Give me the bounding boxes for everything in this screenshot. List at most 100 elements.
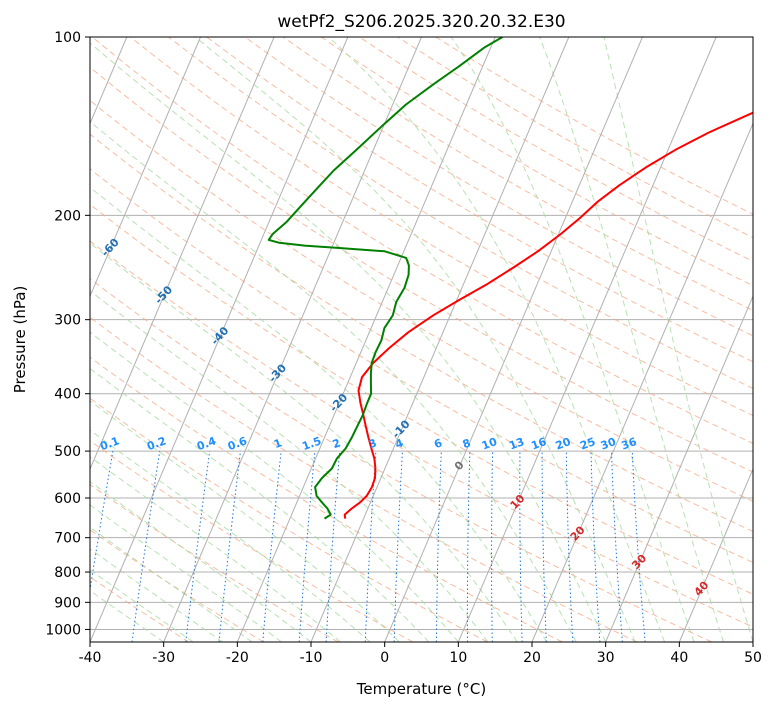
series-layer	[267, 37, 753, 520]
moist-adiabat	[90, 548, 223, 642]
dry-adiabat	[90, 203, 753, 595]
moist-adiabat	[328, 37, 666, 642]
mixing-ratio-label: 10	[480, 435, 499, 453]
isotherm-label: -20	[327, 391, 350, 415]
mixing-ratio-label: 30	[599, 435, 618, 453]
isotherm-label: 0	[452, 458, 467, 473]
dewpoint-line	[267, 37, 503, 520]
y-tick-label: 100	[54, 30, 81, 46]
mixing-ratio-label: 0.1	[98, 434, 121, 453]
y-tick-label: 800	[54, 565, 81, 581]
isotherm-label: 10	[508, 492, 528, 512]
plot-frame	[89, 36, 754, 643]
isotherm-label: 30	[629, 552, 649, 572]
x-tick-label: -40	[79, 650, 102, 666]
mixing-ratio-line	[90, 451, 114, 593]
mixing-lines	[90, 451, 646, 642]
dry-adiabat	[435, 37, 753, 215]
moist-adiabat	[450, 37, 695, 642]
y-tick-label: 200	[54, 208, 81, 224]
y-tick-label: 300	[54, 313, 81, 329]
x-tick-label: 10	[449, 650, 467, 666]
axis-layer: -40 -30 -20 -10 0 10 20 30 40 5010020030040050060…	[45, 30, 762, 666]
mixing-ratio-label: 1.5	[300, 434, 323, 453]
y-tick-label: 500	[54, 444, 81, 460]
isotherm-line	[384, 37, 643, 642]
moist-adiabat	[90, 290, 489, 642]
moist-adiabat	[90, 429, 371, 642]
isotherm-line	[90, 37, 349, 642]
isotherm-label: 20	[568, 523, 588, 543]
moist-adiabat	[90, 589, 164, 642]
grid-layer	[90, 36, 753, 630]
mixing-ratio-line	[218, 451, 241, 642]
mixing-ratio-line	[185, 451, 211, 642]
moist-adiabat	[90, 186, 548, 642]
y-tick-label: 1000	[45, 622, 81, 638]
moist-adiabat	[90, 400, 400, 642]
isotherm-label: -50	[152, 283, 175, 307]
isotherm-label: -10	[390, 417, 413, 441]
isotherm-line	[531, 122, 753, 642]
dry-adiabats	[90, 37, 753, 642]
moist-adiabat	[603, 37, 753, 642]
y-tick-label: 600	[54, 491, 81, 507]
mixing-ratio-line	[262, 451, 282, 642]
isotherm-label: 40	[692, 579, 712, 599]
x-tick-label: 50	[744, 650, 762, 666]
mixing-ratio-line	[131, 451, 161, 642]
moist-adiabat	[90, 504, 282, 642]
mixing-ratio-line	[631, 451, 646, 642]
mixing-ratio-label: 16	[529, 435, 548, 453]
dry-adiabat	[130, 37, 753, 417]
mixing-ratio-label: 8	[461, 436, 473, 451]
mixing-ratio-line	[466, 451, 471, 642]
mixing-ratio-label: 36	[620, 435, 639, 453]
mixing-ratio-label: 4	[393, 436, 405, 451]
x-tick-label: 30	[597, 650, 615, 666]
dry-adiabat	[90, 278, 712, 642]
isotherm-label: -40	[208, 324, 231, 348]
dry-adiabat	[90, 356, 563, 642]
dry-adiabat	[90, 133, 753, 533]
temperature-line	[343, 111, 753, 519]
label-layer: 0.1 0.2 0.4 0.6 1 1.5 2 3 4 6 8 10 13 16 20 25 30 36-60-5…	[98, 236, 711, 599]
y-tick-label: 700	[54, 531, 81, 547]
x-axis-label: Temperature (°C)	[356, 680, 486, 698]
mixing-ratio-label: 13	[507, 435, 526, 452]
mixing-ratio-label: 2	[331, 436, 343, 451]
isotherm-line	[605, 295, 753, 642]
moist-adiabat	[90, 120, 577, 642]
mixing-ratio-line	[519, 451, 523, 642]
dry-adiabat	[90, 529, 264, 642]
moist-adiabats	[90, 37, 753, 642]
y-axis-label: Pressure (hPa)	[11, 286, 29, 394]
mixing-ratio-label: 6	[432, 436, 444, 451]
isotherms	[90, 37, 753, 642]
isotherm-label: -30	[266, 361, 289, 385]
x-tick-label: 0	[380, 650, 389, 666]
moist-adiabat	[90, 331, 459, 642]
dry-adiabat	[244, 37, 753, 337]
x-tick-label: -10	[300, 650, 323, 666]
dry-adiabat	[90, 483, 339, 642]
x-tick-label: 40	[670, 650, 688, 666]
dry-adiabat	[168, 37, 753, 389]
moist-adiabat	[90, 569, 194, 642]
moist-adiabat	[90, 242, 518, 642]
isotherm-line	[752, 640, 753, 642]
mixing-ratio-line	[565, 451, 574, 642]
dry-adiabat	[90, 397, 488, 642]
mixing-ratio-line	[298, 451, 316, 642]
isotherm-line	[310, 37, 570, 642]
mixing-ratio-line	[611, 451, 623, 642]
isotherm-line	[163, 37, 422, 642]
dry-adiabat	[282, 37, 753, 312]
isotherm-line	[236, 37, 496, 642]
dry-adiabat	[359, 37, 753, 263]
moist-adiabat	[539, 37, 724, 642]
mixing-ratio-label: 0.4	[195, 434, 218, 453]
plot-layer	[90, 37, 753, 642]
moist-adiabat	[90, 456, 341, 642]
mixing-ratio-line	[435, 451, 442, 642]
